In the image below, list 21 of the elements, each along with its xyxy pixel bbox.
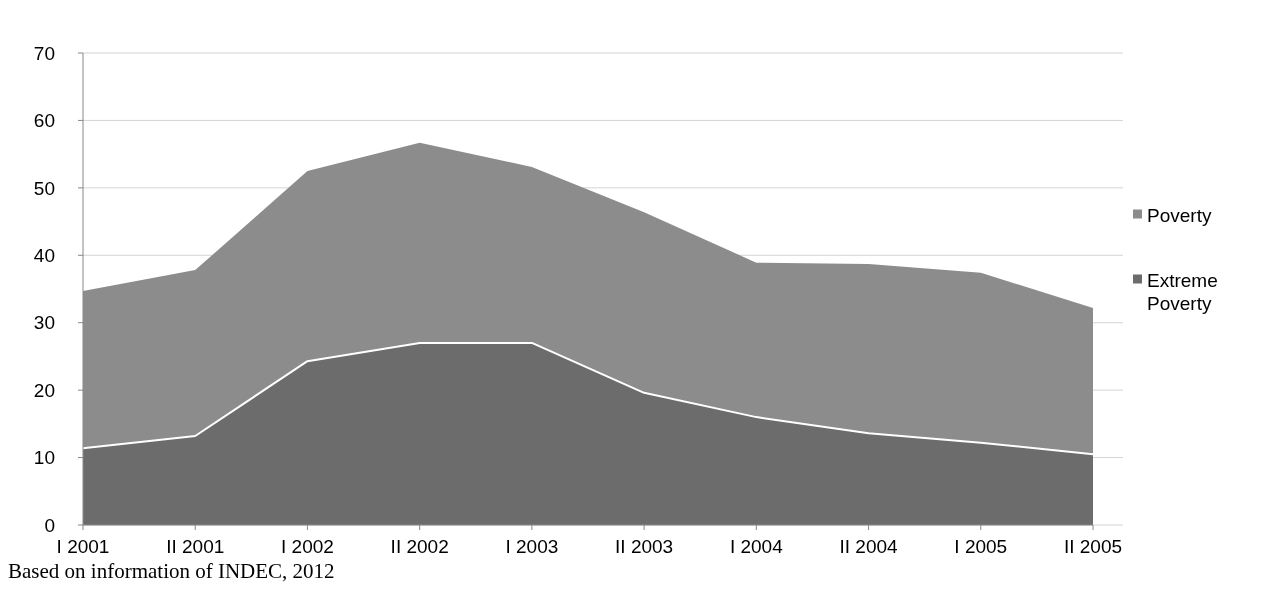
- y-tick-label: 60: [33, 110, 55, 132]
- x-tick-label: II 2003: [615, 536, 674, 557]
- y-tick-label: 70: [33, 42, 55, 64]
- x-tick-label: I 2002: [281, 536, 334, 557]
- y-tick-label: 20: [33, 379, 55, 401]
- legend-label: Poverty: [1147, 205, 1212, 227]
- y-tick-label: 10: [33, 447, 55, 469]
- x-tick-label: I 2001: [56, 536, 110, 557]
- x-tick-label: I 2005: [954, 536, 1008, 557]
- y-tick-label: 50: [33, 177, 55, 199]
- text: Based on information of INDEC, 2012: [8, 559, 335, 583]
- y-tick-label: 40: [33, 244, 55, 266]
- x-tick-label: I 2004: [729, 536, 784, 557]
- y-tick-label: 0: [44, 514, 55, 536]
- x-tick-label: I 2003: [505, 536, 559, 557]
- x-tick-label: II 2001: [166, 536, 225, 557]
- x-tick-label: II 2002: [390, 536, 449, 557]
- x-tick-label: II 2005: [1063, 536, 1123, 557]
- y-tick-label: 30: [33, 312, 55, 334]
- legend-label: Extreme Poverty: [1147, 270, 1218, 314]
- x-tick-label: II 2004: [839, 536, 899, 557]
